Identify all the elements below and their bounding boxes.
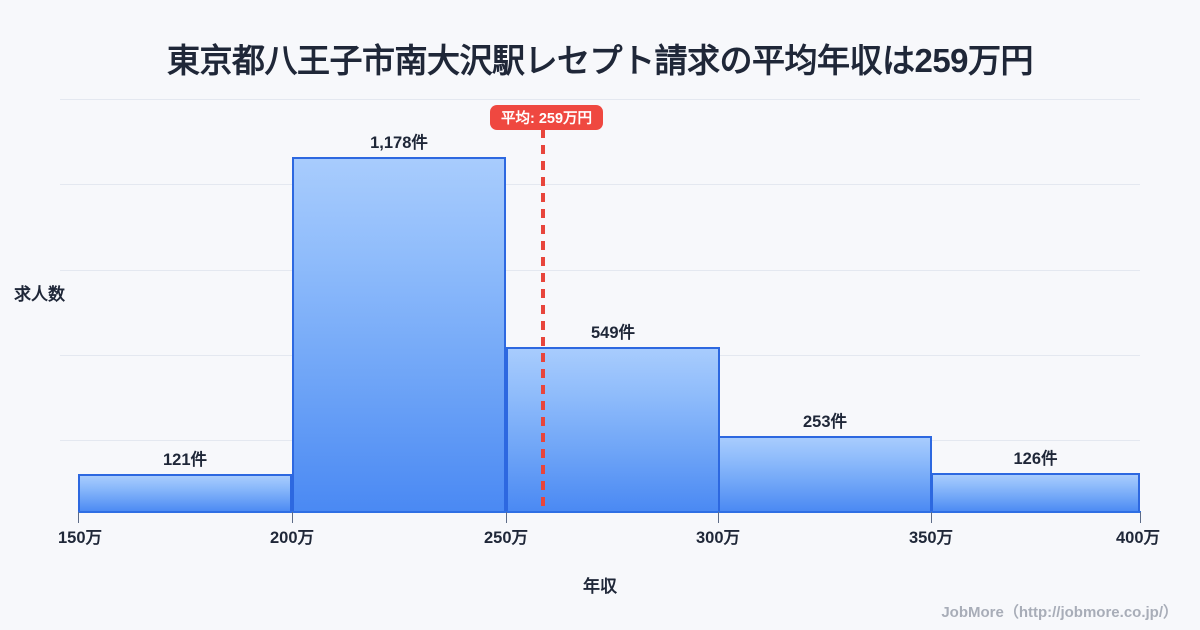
mean-badge: 平均: 259万円 xyxy=(490,105,604,130)
x-tick-label-3: 250万 xyxy=(483,529,529,547)
x-tick-mark-4 xyxy=(718,512,719,523)
bar-value-label-1: 121件 xyxy=(162,451,208,469)
x-tick-label-1: 150万 xyxy=(57,529,103,547)
bar-value-label-2: 1,178件 xyxy=(370,134,428,152)
bar-value-label-4: 253件 xyxy=(802,413,848,431)
x-tick-label-4: 300万 xyxy=(695,529,741,547)
mean-line xyxy=(541,129,545,512)
x-tick-mark-5 xyxy=(931,512,932,523)
x-tick-mark-3 xyxy=(506,512,507,523)
x-axis-title: 年収 xyxy=(583,577,617,596)
x-tick-label-6: 400万 xyxy=(1115,529,1161,547)
bar-bin-5[interactable] xyxy=(931,473,1140,512)
x-axis-line xyxy=(78,511,1141,513)
bar-bin-3[interactable] xyxy=(506,347,720,512)
bar-bin-4[interactable] xyxy=(718,436,932,512)
bar-bin-1[interactable] xyxy=(78,474,292,512)
bar-value-label-5: 126件 xyxy=(1013,450,1058,468)
bar-value-label-3: 549件 xyxy=(590,324,636,342)
y-axis-title: 求人数 xyxy=(14,285,65,304)
gridline xyxy=(60,184,1140,185)
gridline xyxy=(60,270,1140,271)
x-tick-mark-6 xyxy=(1140,512,1141,523)
plot-area: 121件 1,178件 549件 253件 126件 xyxy=(60,99,1140,512)
x-tick-label-2: 200万 xyxy=(269,529,315,547)
watermark: JobMore（http://jobmore.co.jp/） xyxy=(941,604,1178,621)
chart-title: 東京都八王子市南大沢駅レセプト請求の平均年収は259万円 xyxy=(166,42,1034,79)
x-tick-label-5: 350万 xyxy=(908,529,954,547)
x-tick-mark-2 xyxy=(292,512,293,523)
gridline xyxy=(60,99,1140,100)
bar-bin-2[interactable] xyxy=(292,157,506,512)
x-tick-mark-1 xyxy=(78,512,79,523)
